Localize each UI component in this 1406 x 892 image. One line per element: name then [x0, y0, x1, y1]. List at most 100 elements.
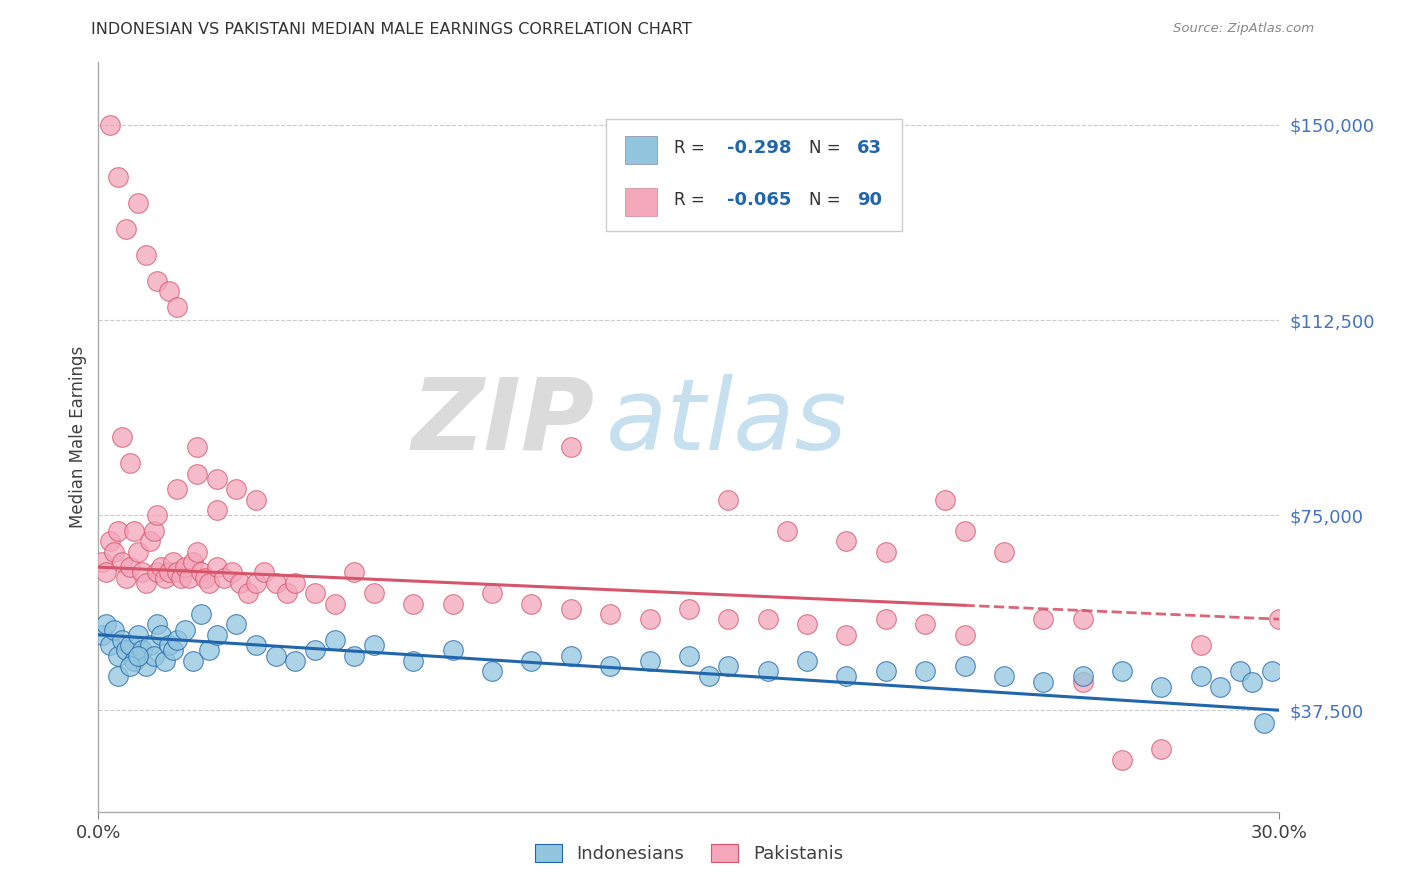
Point: [142, 648, 165, 663]
Text: atlas: atlas: [606, 374, 848, 471]
Point: [796, 617, 818, 632]
Point: [835, 669, 858, 683]
Point: [122, 524, 145, 538]
Point: [214, 571, 236, 585]
Point: [155, 571, 177, 585]
Point: [481, 586, 503, 600]
Point: [1071, 612, 1094, 626]
Point: [205, 472, 228, 486]
Point: [697, 669, 720, 683]
Point: [190, 566, 212, 580]
Point: [142, 524, 165, 538]
Point: [91, 628, 114, 642]
Text: ZIP: ZIP: [412, 374, 595, 471]
Point: [194, 571, 217, 585]
Point: [127, 628, 149, 642]
Point: [284, 575, 307, 590]
Point: [155, 654, 177, 668]
Point: [197, 643, 219, 657]
Point: [166, 300, 188, 314]
Text: R =: R =: [673, 139, 710, 157]
Point: [875, 664, 897, 679]
Point: [107, 669, 129, 683]
Point: [118, 456, 141, 470]
Point: [146, 617, 169, 632]
Point: [678, 648, 700, 663]
Point: [717, 492, 740, 507]
Point: [835, 628, 858, 642]
Point: [520, 597, 543, 611]
Text: -0.298: -0.298: [727, 139, 792, 157]
Point: [135, 575, 157, 590]
Point: [205, 560, 228, 574]
Point: [953, 628, 976, 642]
FancyBboxPatch shape: [606, 119, 901, 231]
Point: [835, 534, 858, 549]
Point: [1150, 742, 1173, 756]
Point: [162, 643, 184, 657]
Point: [103, 544, 125, 558]
Point: [111, 633, 134, 648]
Point: [323, 633, 346, 648]
Point: [91, 555, 114, 569]
Point: [245, 492, 267, 507]
FancyBboxPatch shape: [626, 136, 657, 164]
Point: [107, 169, 129, 184]
Point: [162, 555, 184, 569]
Point: [875, 612, 897, 626]
Point: [1268, 612, 1291, 626]
Point: [1189, 638, 1212, 652]
Point: [186, 544, 208, 558]
Point: [284, 654, 307, 668]
Point: [111, 555, 134, 569]
Point: [166, 633, 188, 648]
Point: [402, 654, 425, 668]
Y-axis label: Median Male Earnings: Median Male Earnings: [69, 346, 87, 528]
Point: [914, 617, 936, 632]
Point: [1209, 680, 1232, 694]
Point: [363, 586, 385, 600]
Text: Source: ZipAtlas.com: Source: ZipAtlas.com: [1174, 22, 1315, 36]
FancyBboxPatch shape: [626, 188, 657, 216]
Point: [245, 638, 267, 652]
Point: [638, 612, 661, 626]
Point: [98, 638, 121, 652]
Point: [127, 195, 149, 210]
Point: [1071, 669, 1094, 683]
Point: [1189, 669, 1212, 683]
Point: [138, 534, 160, 549]
Text: 63: 63: [856, 139, 882, 157]
Point: [953, 659, 976, 673]
Point: [343, 566, 366, 580]
Point: [131, 566, 153, 580]
Point: [1253, 716, 1275, 731]
Point: [174, 560, 197, 574]
Point: [111, 430, 134, 444]
Point: [363, 638, 385, 652]
Point: [560, 602, 582, 616]
Text: N =: N =: [810, 192, 846, 210]
Point: [135, 248, 157, 262]
Text: -0.065: -0.065: [727, 192, 792, 210]
Point: [186, 467, 208, 481]
Point: [190, 607, 212, 621]
Point: [776, 524, 799, 538]
Point: [678, 602, 700, 616]
Point: [402, 597, 425, 611]
Point: [186, 441, 208, 455]
Point: [225, 617, 247, 632]
Point: [174, 623, 197, 637]
Point: [1071, 674, 1094, 689]
Point: [118, 560, 141, 574]
Point: [127, 648, 149, 663]
Point: [717, 659, 740, 673]
Point: [264, 575, 287, 590]
Point: [560, 441, 582, 455]
Point: [115, 222, 138, 236]
Point: [177, 571, 200, 585]
Point: [135, 659, 157, 673]
Point: [993, 669, 1015, 683]
Point: [118, 638, 141, 652]
Legend: Indonesians, Pakistanis: Indonesians, Pakistanis: [527, 837, 851, 870]
Point: [96, 617, 118, 632]
